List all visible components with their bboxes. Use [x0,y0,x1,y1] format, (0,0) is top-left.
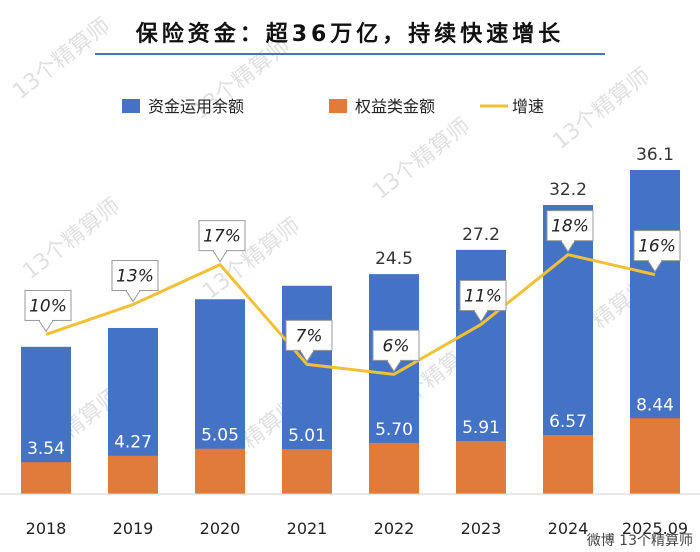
legend: 资金运用余额 权益类金额 增速 [122,97,544,116]
label-equity-2023: 5.91 [462,418,500,438]
x-tick-2020: 2020 [200,519,241,538]
label-equity-2024: 6.57 [549,412,587,432]
x-tick-2022: 2022 [374,519,415,538]
growth-label-2020: 17% [203,227,241,247]
growth-line-layer: 10% 13% 17% 7% 6% 11% 18% 16% [24,210,681,376]
label-equity-2019: 4.27 [114,433,152,453]
label-total-2023: 27.2 [462,225,500,245]
bar-equity-2025.09 [630,418,680,494]
watermark-text: 13个精算师 [548,64,655,155]
legend-swatch [122,99,140,113]
label-equity-2020: 5.05 [201,426,239,446]
bar-equity-2023 [456,440,506,494]
legend-label: 资金运用余额 [148,97,244,116]
label-equity-2025.09: 8.44 [636,395,674,415]
bar-equity-2024 [543,435,593,494]
growth-callout-2023: 11% [459,279,507,323]
callout-joint [649,259,661,263]
legend-item-2: 增速 [480,97,544,116]
growth-label-2019: 13% [116,267,154,287]
bar-equity-2018 [21,462,71,494]
callout-joint [562,239,574,243]
label-total-2022: 24.5 [375,249,413,269]
growth-callout-2020: 17% [198,220,246,263]
callout-box [111,260,159,292]
growth-label-2023: 11% [464,286,502,306]
watermark-text: 13个精算师 [8,14,115,105]
bars-layer: 3.54 4.27 5.05 5.01 24.5 5.70 27.2 5.91 32.2 6.57… [21,145,680,494]
callout-joint [388,358,400,362]
callout-joint [127,289,139,293]
label-total-2025.09: 36.1 [636,145,674,165]
growth-callout-2024: 18% [546,210,594,253]
legend-swatch [329,99,347,113]
x-tick-2025.09: 2025.09 [622,519,688,538]
bar-equity-2020 [195,448,245,494]
callout-joint [214,249,226,253]
label-total-2024: 32.2 [549,180,587,200]
source-credit: 微博 13个精算师 [587,532,693,549]
watermark-text: 13个精算师 [368,114,475,205]
x-tick-2024: 2024 [548,519,589,538]
callout-box [285,319,333,351]
watermark-text: 13个精算师 [18,194,125,285]
growth-label-2025.09: 16% [638,237,676,257]
x-tick-2021: 2021 [287,519,328,538]
callout-pointer [125,290,141,303]
chart-title: 保险资金：超36万亿，持续快速增长 [135,21,565,47]
callout-box [198,220,246,252]
legend-label: 权益类金额 [355,97,435,116]
growth-label-2024: 18% [551,217,589,237]
x-tick-2023: 2023 [461,519,502,538]
growth-callout-2022: 6% [372,329,420,373]
legend-item-1: 权益类金额 [329,97,435,116]
growth-line [45,253,656,376]
growth-label-2021: 7% [296,326,323,346]
x-axis: 2018 2019 2020 2021 2022 2023 2024 2025.09 [0,493,700,538]
growth-callout-2021: 7% [285,319,333,363]
label-equity-2021: 5.01 [288,426,326,446]
callout-joint [301,348,313,352]
bar-equity-2021 [282,449,332,494]
callout-box [24,289,72,321]
x-tick-2019: 2019 [113,519,154,538]
bar-equity-2022 [369,442,419,494]
callout-box [546,210,594,242]
growth-callout-2025.09: 16% [633,230,681,273]
legend-item-0: 资金运用余额 [122,97,244,116]
callout-joint [40,318,52,322]
growth-label-2022: 6% [383,336,410,356]
x-tick-2018: 2018 [26,519,67,538]
callout-pointer [212,250,228,263]
label-equity-2018: 3.54 [27,439,65,459]
callout-box [372,329,420,361]
label-equity-2022: 5.70 [375,420,413,440]
bar-equity-2019 [108,455,158,494]
legend-label: 增速 [512,97,544,116]
callout-box [633,230,681,262]
callout-joint [475,308,487,312]
callout-box [459,279,507,311]
growth-callout-2018: 10% [24,289,72,333]
callout-pointer [38,319,54,333]
growth-label-2018: 10% [29,296,67,316]
growth-callout-2019: 13% [111,260,159,303]
